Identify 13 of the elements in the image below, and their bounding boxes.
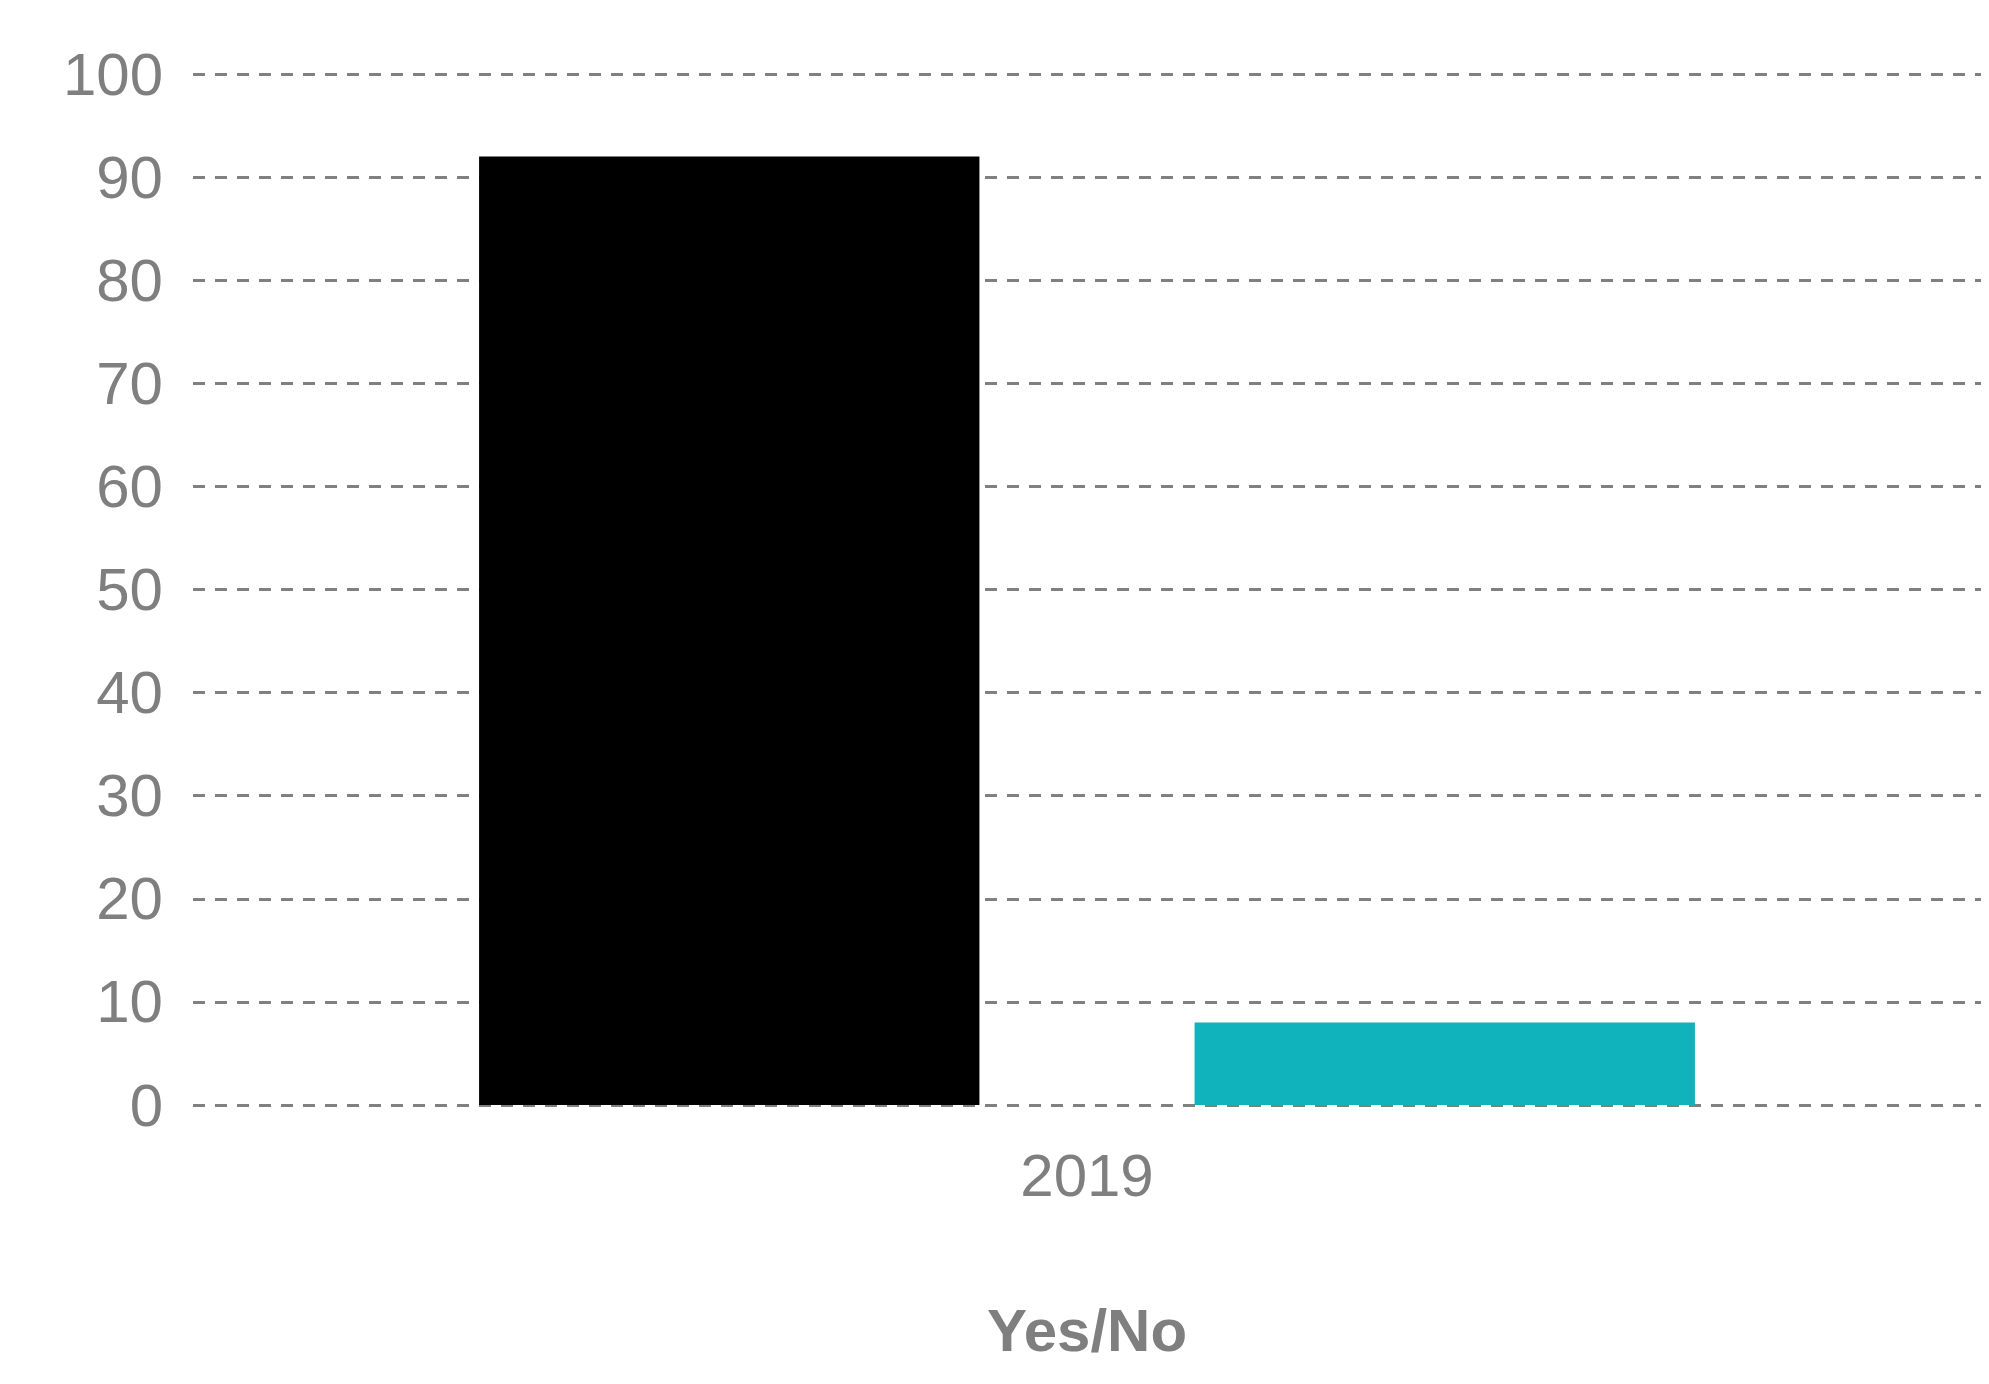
y-tick-label: 70 <box>96 349 163 417</box>
y-tick-label: 60 <box>96 452 163 520</box>
y-tick-label: 80 <box>96 246 163 314</box>
y-tick-label: 0 <box>129 1071 163 1139</box>
y-tick-label: 40 <box>96 659 163 727</box>
x-tick-label: 2019 <box>1020 1141 1154 1209</box>
y-tick-label: 30 <box>96 762 163 830</box>
y-tick-label: 50 <box>96 556 163 623</box>
x-axis-title: Yes/No <box>986 1296 1188 1364</box>
y-tick-label: 10 <box>96 968 163 1036</box>
y-tick-label: 90 <box>96 143 163 211</box>
y-tick-label: 100 <box>62 40 163 108</box>
y-tick-label: 20 <box>96 865 163 933</box>
